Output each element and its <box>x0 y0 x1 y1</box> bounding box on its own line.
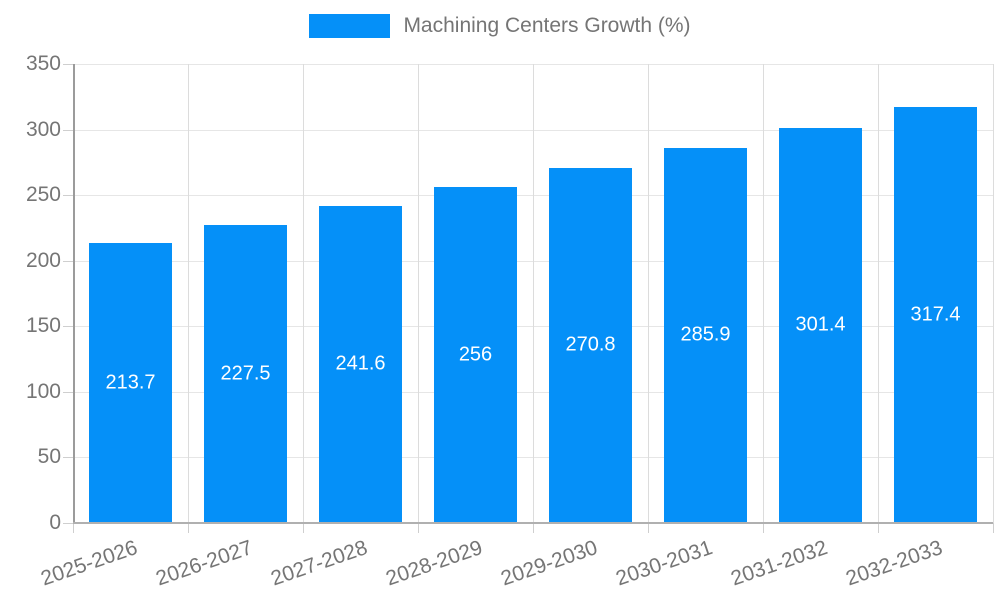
bar[interactable]: 317.4 <box>894 107 977 522</box>
y-tick-label: 350 <box>25 52 61 75</box>
x-tick-mark <box>878 523 879 533</box>
x-axis-line <box>73 522 993 524</box>
bar[interactable]: 270.8 <box>549 168 632 522</box>
x-tick-mark <box>188 523 189 533</box>
y-tick-label: 200 <box>25 249 61 272</box>
bar[interactable]: 227.5 <box>204 225 287 522</box>
x-tick-mark <box>533 523 534 533</box>
bar-value-label: 241.6 <box>335 352 386 375</box>
bar-value-label: 270.8 <box>565 333 616 356</box>
y-tick-mark <box>63 326 73 327</box>
bar-value-label: 301.4 <box>795 313 846 336</box>
v-gridline <box>878 64 879 523</box>
y-tick-mark <box>63 130 73 131</box>
v-gridline <box>648 64 649 523</box>
y-tick-mark <box>63 523 73 524</box>
v-gridline <box>533 64 534 523</box>
v-gridline <box>418 64 419 523</box>
y-axis-line <box>73 64 75 524</box>
x-tick-mark <box>648 523 649 533</box>
y-tick-mark <box>63 457 73 458</box>
legend-swatch[interactable] <box>309 14 391 38</box>
y-tick-mark <box>63 195 73 196</box>
y-tick-mark <box>63 392 73 393</box>
y-tick-label: 300 <box>25 118 61 141</box>
legend-label[interactable]: Machining Centers Growth (%) <box>403 14 691 37</box>
v-gridline <box>303 64 304 523</box>
x-tick-mark <box>73 523 74 533</box>
y-tick-label: 50 <box>37 445 61 468</box>
v-gridline <box>993 64 994 523</box>
y-tick-label: 0 <box>49 511 61 534</box>
x-tick-mark <box>763 523 764 533</box>
bar[interactable]: 241.6 <box>319 206 402 522</box>
bar-value-label: 213.7 <box>105 371 156 393</box>
x-tick-mark <box>993 523 994 533</box>
bar[interactable]: 285.9 <box>664 148 747 522</box>
bar-value-label: 285.9 <box>680 323 731 346</box>
y-tick-label: 250 <box>25 183 61 206</box>
y-tick-label: 100 <box>25 380 61 403</box>
bar-value-label: 227.5 <box>220 362 271 384</box>
v-gridline <box>763 64 764 523</box>
x-tick-mark <box>418 523 419 533</box>
bar[interactable]: 256 <box>434 187 517 522</box>
y-tick-mark <box>63 64 73 65</box>
bar-value-label: 317.4 <box>910 303 961 325</box>
v-gridline <box>188 64 189 523</box>
legend: Machining Centers Growth (%) <box>0 14 1000 38</box>
bar[interactable]: 213.7 <box>89 243 172 522</box>
y-tick-label: 150 <box>25 314 61 337</box>
bar-value-label: 256 <box>458 343 493 365</box>
x-tick-mark <box>303 523 304 533</box>
bar[interactable]: 301.4 <box>779 128 862 522</box>
y-tick-mark <box>63 261 73 262</box>
